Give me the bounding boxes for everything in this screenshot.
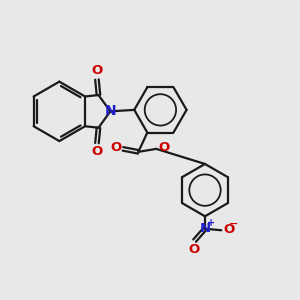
Text: +: +	[207, 218, 215, 228]
Text: N: N	[105, 104, 117, 118]
Text: O: O	[92, 64, 103, 77]
Text: N: N	[200, 222, 211, 235]
Text: O: O	[92, 145, 103, 158]
Text: O: O	[188, 243, 199, 256]
Text: O: O	[158, 142, 169, 154]
Text: O: O	[110, 142, 121, 154]
Text: O: O	[223, 223, 234, 236]
Text: −: −	[229, 219, 239, 229]
